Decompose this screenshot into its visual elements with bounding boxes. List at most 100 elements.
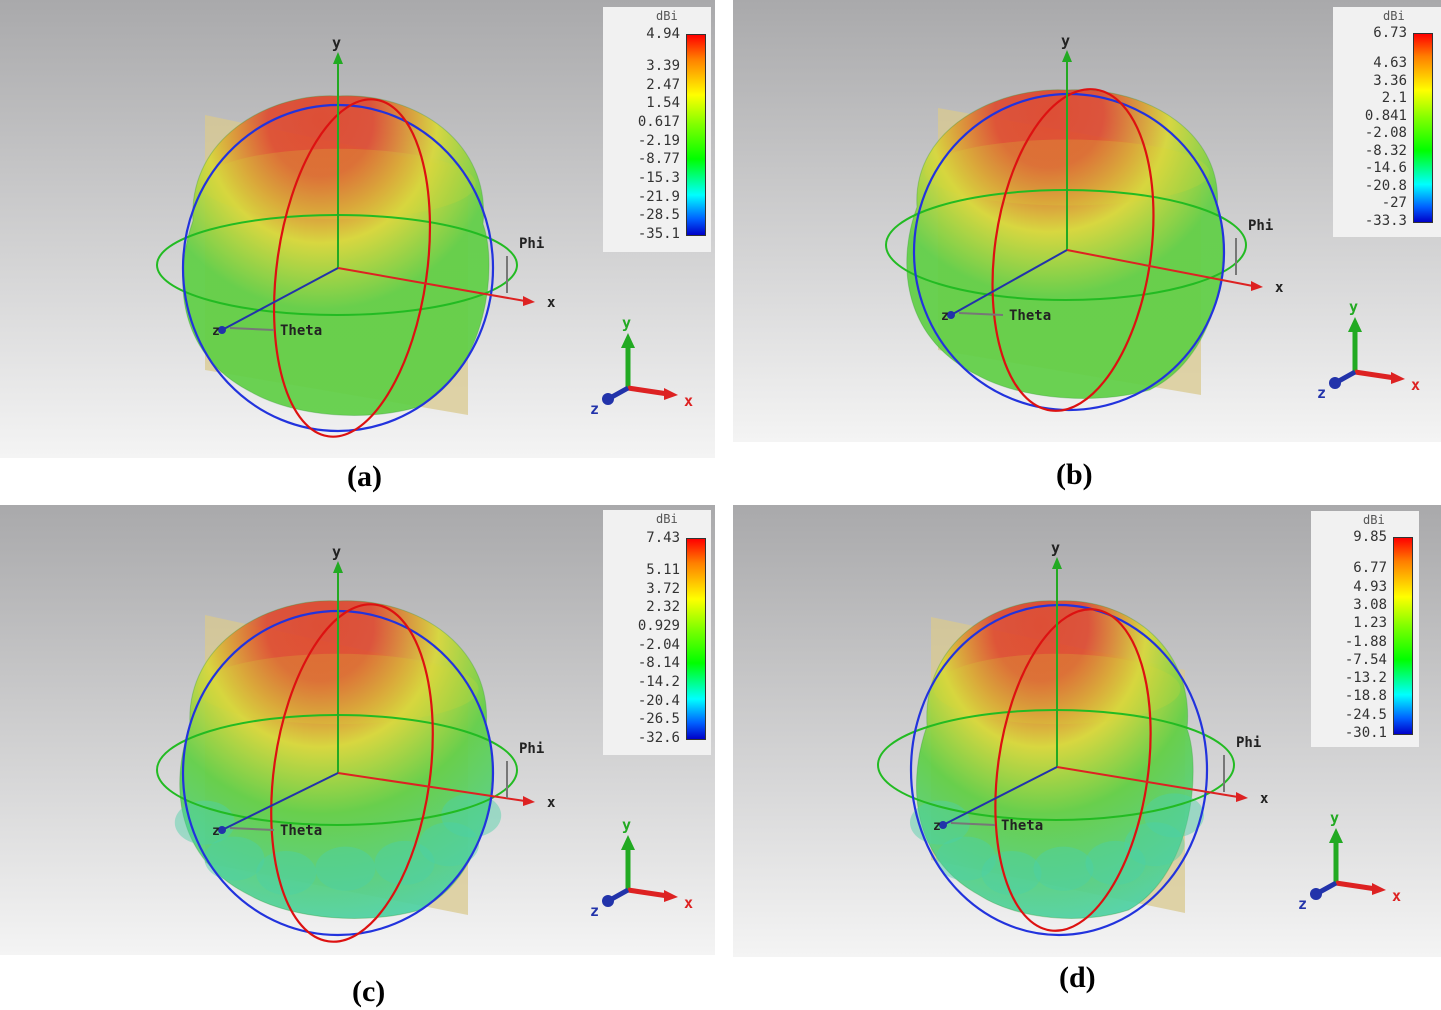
colorbar-tick-label: -28.5 bbox=[637, 207, 680, 224]
radiation-pattern-body bbox=[906, 89, 1224, 399]
x-axis-arrow bbox=[1236, 792, 1248, 802]
colorbar-tick-label: 1.54 bbox=[646, 95, 680, 112]
colorbar-tick-label: 2.32 bbox=[646, 599, 680, 616]
z-axis-marker bbox=[947, 311, 955, 319]
z-axis-line bbox=[221, 267, 339, 331]
colorbar-tick-label: 3.36 bbox=[1373, 72, 1407, 89]
triad-y-arrow bbox=[1348, 317, 1362, 332]
x-axis-arrow bbox=[523, 296, 535, 306]
colorbar-tick-label: 3.08 bbox=[1353, 596, 1387, 613]
colorbar-tick-label: 7.43 bbox=[646, 530, 680, 546]
triad-x-label: x bbox=[684, 392, 693, 410]
y-axis-arrow bbox=[333, 561, 343, 573]
colorbar-tick-label: 3.39 bbox=[646, 58, 680, 74]
triad-x-label: x bbox=[1411, 376, 1420, 394]
panel-caption: (a) bbox=[347, 460, 382, 493]
z-axis-line bbox=[221, 772, 339, 831]
colorbar-ticks: 4.94 3.39 2.47 1.54 0.617 -2.19 -8.77 -15.3 -21.… bbox=[603, 26, 680, 242]
panel-d: y x z Theta Phi y x z dBi 9.85 6.77 4.93 3.08 1.23 -1… bbox=[733, 505, 1441, 1010]
colorbar-tick-label: 0.617 bbox=[637, 114, 680, 130]
colorbar-unit: dBi bbox=[1363, 513, 1385, 527]
triad-z-marker bbox=[602, 393, 614, 405]
x-axis-arrow bbox=[523, 796, 535, 806]
theta-circle bbox=[994, 608, 1152, 932]
colorbar-tick-label: 4.94 bbox=[646, 26, 680, 42]
colorbar-tick-label: -20.8 bbox=[1364, 177, 1407, 194]
pattern-lobe bbox=[1033, 846, 1094, 891]
x-axis-arrow bbox=[1251, 281, 1263, 291]
triad-z-label: z bbox=[590, 400, 599, 418]
colorbar-ticks: 7.43 5.11 3.72 2.32 0.929 -2.04 -8.14 -14.2 -20.… bbox=[603, 530, 680, 746]
theta-label: Theta bbox=[1009, 308, 1051, 324]
x-axis-label: x bbox=[1260, 791, 1269, 807]
x-axis-line bbox=[1066, 249, 1254, 287]
radiation-pattern-3d: y x z Theta Phi y x z bbox=[733, 0, 1441, 442]
phi-label: Phi bbox=[1236, 735, 1261, 751]
colorbar-tick-label: -21.9 bbox=[637, 188, 680, 205]
x-axis-line bbox=[337, 267, 526, 302]
pattern-lobe bbox=[256, 851, 317, 895]
colorbar-gradient bbox=[1393, 537, 1413, 735]
triad-x-arrow bbox=[664, 890, 678, 902]
theta-label: Theta bbox=[1001, 818, 1043, 834]
theta-arrow bbox=[958, 312, 1004, 316]
pattern-lobe bbox=[1124, 822, 1185, 867]
colorbar-gradient bbox=[1413, 33, 1433, 223]
colorbar-tick-label: -18.8 bbox=[1344, 688, 1387, 705]
triad-y-label: y bbox=[622, 816, 631, 834]
z-axis-marker bbox=[218, 326, 226, 334]
colorbar-tick-label: -32.6 bbox=[637, 730, 680, 746]
colorbar-tick-label: -27 bbox=[1381, 195, 1407, 212]
pattern-lobe bbox=[936, 836, 996, 881]
colorbar-tick-label: 4.93 bbox=[1353, 578, 1387, 595]
colorbar-tick-label: -8.14 bbox=[637, 655, 680, 672]
theta-circle bbox=[991, 88, 1155, 412]
colorbar-tick-label: 0.841 bbox=[1364, 107, 1407, 124]
z-axis-marker bbox=[939, 821, 947, 829]
panel-caption: (c) bbox=[352, 975, 386, 1008]
colorbar-tick-label: -33.3 bbox=[1364, 213, 1407, 229]
triad-z-marker bbox=[602, 895, 614, 907]
phi-label: Phi bbox=[1248, 218, 1273, 234]
triad-y-label: y bbox=[1349, 298, 1358, 316]
colorbar-tick-label: -26.5 bbox=[637, 711, 680, 728]
elevation-circle bbox=[909, 603, 1209, 937]
x-axis-label: x bbox=[1275, 280, 1284, 296]
radiation-pattern-view: y x z Theta Phi y x z dBi 4.94 3.39 2.47 1.54 0.617 -… bbox=[0, 0, 715, 458]
pattern-lobe bbox=[315, 846, 376, 891]
colorbar-tick-label: 9.85 bbox=[1353, 529, 1387, 545]
colorbar-tick-label: -20.4 bbox=[637, 692, 680, 709]
radiation-pattern-view: y x z Theta Phi y x z dBi 6.73 4.63 3.36 2.1 0.841 -2… bbox=[733, 0, 1441, 442]
colorbar-gradient bbox=[686, 538, 706, 740]
triad-y-arrow bbox=[621, 333, 635, 348]
x-axis-label: x bbox=[547, 795, 556, 811]
colorbar-tick-label: -14.2 bbox=[637, 674, 680, 690]
colorbar-tick-label: -30.1 bbox=[1344, 725, 1387, 741]
pattern-lobe bbox=[981, 851, 1042, 895]
triad-z-label: z bbox=[1298, 895, 1307, 913]
y-axis-arrow bbox=[1062, 50, 1072, 62]
z-axis-marker bbox=[218, 826, 226, 834]
z-axis-line bbox=[950, 249, 1068, 316]
radiation-pattern-view: y x z Theta Phi y x z dBi 9.85 6.77 4.93 3.08 1.23 -1… bbox=[733, 505, 1441, 957]
colorbar: dBi 6.73 4.63 3.36 2.1 0.841 -2.08 -8.32 -14.6 -2… bbox=[1333, 7, 1441, 237]
colorbar-tick-label: 6.73 bbox=[1373, 25, 1407, 41]
pattern-lobe bbox=[441, 793, 502, 838]
colorbar-tick-label: -2.19 bbox=[637, 132, 680, 149]
colorbar-ticks: 6.73 4.63 3.36 2.1 0.841 -2.08 -8.32 -14.6 -20.8… bbox=[1333, 25, 1407, 229]
x-axis-line bbox=[1056, 766, 1239, 798]
phi-label: Phi bbox=[519, 741, 544, 757]
pattern-lobe bbox=[1144, 793, 1204, 838]
triad-x-arrow bbox=[664, 388, 678, 400]
colorbar-tick-label: 6.77 bbox=[1353, 560, 1387, 577]
colorbar-unit: dBi bbox=[656, 512, 678, 526]
panel-caption: (b) bbox=[1056, 458, 1093, 491]
triad-z-label: z bbox=[1317, 384, 1326, 402]
colorbar: dBi 7.43 5.11 3.72 2.32 0.929 -2.04 -8.14 -14.2 -… bbox=[603, 510, 711, 755]
colorbar-tick-label: -2.08 bbox=[1364, 125, 1407, 142]
colorbar-tick-label: 4.63 bbox=[1373, 55, 1407, 72]
colorbar-tick-label: -24.5 bbox=[1344, 706, 1387, 723]
colorbar-tick-label: 0.929 bbox=[637, 618, 680, 634]
theta-arrow bbox=[229, 827, 275, 831]
triad-x-axis bbox=[1335, 880, 1377, 892]
